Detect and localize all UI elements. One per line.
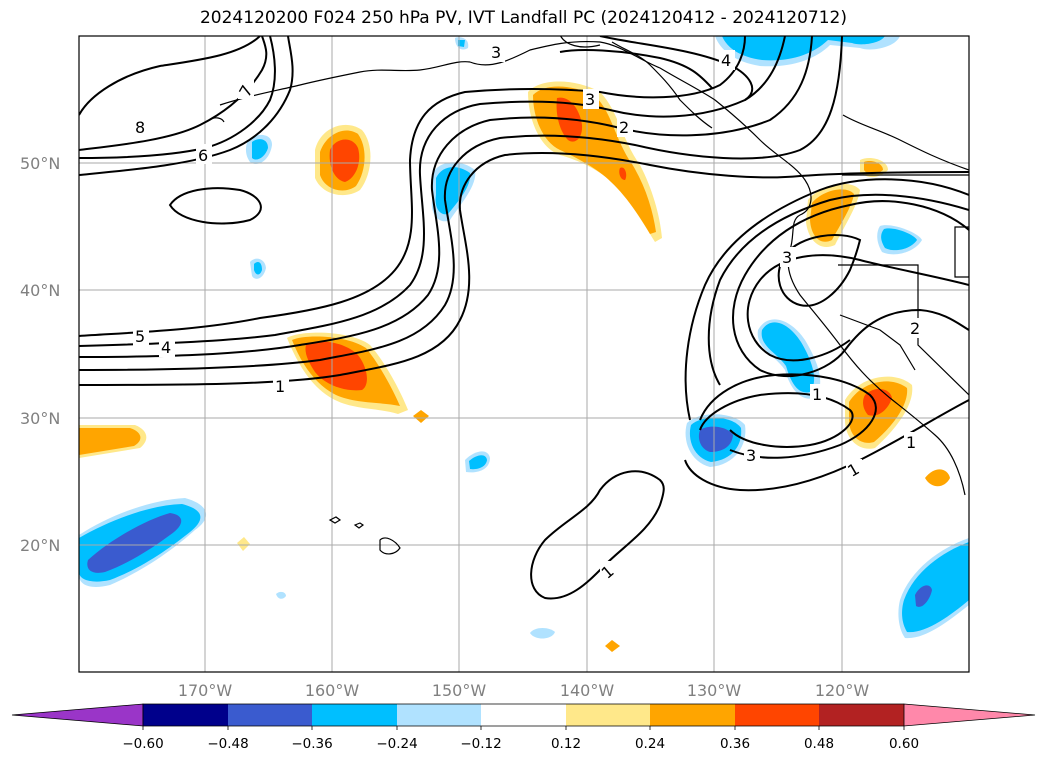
colorbar-bin xyxy=(143,704,228,726)
map-frame xyxy=(78,35,970,673)
contour-label-1-coast: 1 xyxy=(812,385,822,404)
lon-label-160w: 160°W xyxy=(305,681,360,700)
contour-label-4-north: 4 xyxy=(721,51,731,70)
pc-shading xyxy=(79,36,969,652)
colorbar-bin xyxy=(228,704,312,726)
colorbar-bin xyxy=(566,704,650,726)
lon-label-150w: 150°W xyxy=(432,681,487,700)
contour-label-2-east: 2 xyxy=(910,319,920,338)
colorbar-tick: −0.36 xyxy=(291,736,332,752)
colorbar-bin xyxy=(312,704,397,726)
contour-label-3-south: 3 xyxy=(746,446,756,465)
contour-label-8: 8 xyxy=(135,118,145,137)
contour-label-4: 4 xyxy=(161,338,171,357)
colorbar-bin xyxy=(650,704,735,726)
map-area: 8 7 6 5 4 1 3 2 4 3 2 3 1 1 xyxy=(79,36,969,672)
lat-label-30n: 30°N xyxy=(20,409,60,428)
lat-label-40n: 40°N xyxy=(20,281,60,300)
lon-label-130w: 130°W xyxy=(687,681,742,700)
colorbar-tick: 0.48 xyxy=(804,736,834,752)
lat-label-50n: 50°N xyxy=(20,154,60,173)
contour-label-1: 1 xyxy=(275,377,285,396)
map-title: 2024120200 F024 250 hPa PV, IVT Landfall… xyxy=(199,8,847,28)
contour-label-6: 6 xyxy=(198,146,208,165)
lon-label-120w: 120°W xyxy=(815,681,870,700)
coastlines xyxy=(209,36,969,555)
lon-label-140w: 140°W xyxy=(560,681,615,700)
colorbar-tick: −0.24 xyxy=(376,736,417,752)
contour-labels: 8 7 6 5 4 1 3 2 4 3 2 3 1 1 xyxy=(133,42,924,583)
colorbar-tick: −0.12 xyxy=(460,736,501,752)
lat-labels: 50°N 40°N 30°N 20°N xyxy=(20,154,60,555)
lon-labels: 170°W 160°W 150°W 140°W 130°W 120°W xyxy=(178,681,870,700)
colorbar-tick: 0.36 xyxy=(720,736,750,752)
colorbar-bin xyxy=(819,704,904,726)
colorbar-tick: −0.60 xyxy=(122,736,163,752)
contour-label-3-north: 3 xyxy=(491,43,501,62)
contour-label-2: 2 xyxy=(619,118,629,137)
colorbar-tick: 0.60 xyxy=(889,736,919,752)
colorbar-tick: 0.24 xyxy=(635,736,665,752)
colorbar-bin xyxy=(397,704,481,726)
contour-label-3-coast: 3 xyxy=(782,248,792,267)
colorbar-tick: −0.48 xyxy=(207,736,248,752)
contour-label-5: 5 xyxy=(135,327,145,346)
colorbar-tick: 0.12 xyxy=(551,736,581,752)
colorbar: −0.60 −0.48 −0.36 −0.24 −0.12 0.12 0.24 … xyxy=(11,703,1036,752)
pv-contours xyxy=(79,36,969,600)
colorbar-bin xyxy=(735,704,819,726)
colorbar-extend-max xyxy=(903,703,1036,727)
contour-label-3-gulf: 3 xyxy=(585,90,595,109)
lon-label-170w: 170°W xyxy=(178,681,233,700)
contour-label-1-far-east: 1 xyxy=(906,433,916,452)
colorbar-extend-min xyxy=(11,703,144,727)
lat-label-20n: 20°N xyxy=(20,536,60,555)
colorbar-bin xyxy=(481,704,566,726)
